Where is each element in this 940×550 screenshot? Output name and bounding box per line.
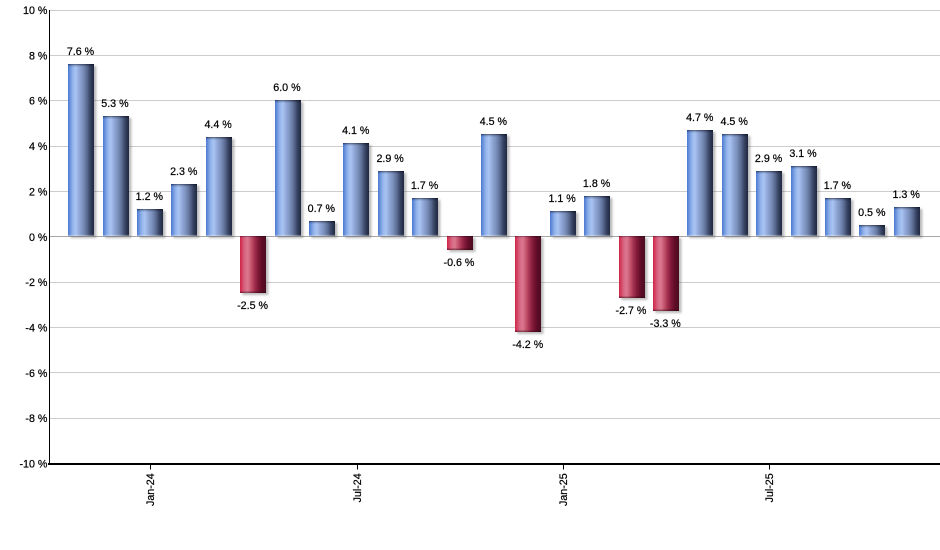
svg-text:8 %: 8 %: [29, 50, 48, 62]
svg-text:1.1 %: 1.1 %: [548, 193, 576, 205]
svg-text:2 %: 2 %: [29, 186, 48, 198]
svg-text:5.3 %: 5.3 %: [101, 98, 129, 110]
svg-text:4.1 %: 4.1 %: [342, 125, 370, 137]
svg-text:6.0 %: 6.0 %: [273, 82, 301, 94]
svg-text:-2.5 %: -2.5 %: [237, 300, 268, 312]
svg-text:-3.3 %: -3.3 %: [650, 318, 681, 330]
svg-text:Jul-25: Jul-25: [764, 473, 776, 502]
svg-text:2.9 %: 2.9 %: [376, 153, 404, 165]
svg-text:2.9 %: 2.9 %: [755, 153, 783, 165]
svg-text:6 %: 6 %: [29, 96, 48, 108]
svg-text:-4.2 %: -4.2 %: [512, 339, 543, 351]
svg-text:10 %: 10 %: [23, 5, 48, 17]
svg-text:-10 %: -10 %: [19, 459, 47, 471]
svg-text:-8 %: -8 %: [25, 413, 47, 425]
svg-text:-4 %: -4 %: [25, 323, 47, 335]
svg-text:1.7 %: 1.7 %: [411, 180, 439, 192]
svg-text:4.5 %: 4.5 %: [480, 116, 508, 128]
svg-text:Jan-24: Jan-24: [145, 473, 157, 506]
svg-text:1.8 %: 1.8 %: [583, 178, 611, 190]
svg-text:4.5 %: 4.5 %: [721, 116, 749, 128]
svg-text:4.4 %: 4.4 %: [204, 119, 232, 131]
svg-text:-0.6 %: -0.6 %: [444, 257, 475, 269]
svg-text:Jul-24: Jul-24: [352, 473, 364, 502]
svg-text:-2 %: -2 %: [25, 277, 47, 289]
svg-text:4 %: 4 %: [29, 141, 48, 153]
svg-text:4.7 %: 4.7 %: [686, 112, 714, 124]
svg-text:3.1 %: 3.1 %: [789, 148, 817, 160]
svg-text:2.3 %: 2.3 %: [170, 166, 198, 178]
svg-text:1.7 %: 1.7 %: [824, 180, 852, 192]
svg-text:Jan-25: Jan-25: [558, 473, 570, 506]
svg-text:7.6 %: 7.6 %: [67, 46, 95, 58]
svg-text:0.7 %: 0.7 %: [308, 203, 336, 215]
svg-text:0.5 %: 0.5 %: [858, 207, 886, 219]
svg-text:1.3 %: 1.3 %: [893, 189, 921, 201]
svg-text:-6 %: -6 %: [25, 368, 47, 380]
svg-text:1.2 %: 1.2 %: [136, 191, 164, 203]
svg-text:-2.7 %: -2.7 %: [616, 305, 647, 317]
svg-text:0 %: 0 %: [29, 232, 48, 244]
